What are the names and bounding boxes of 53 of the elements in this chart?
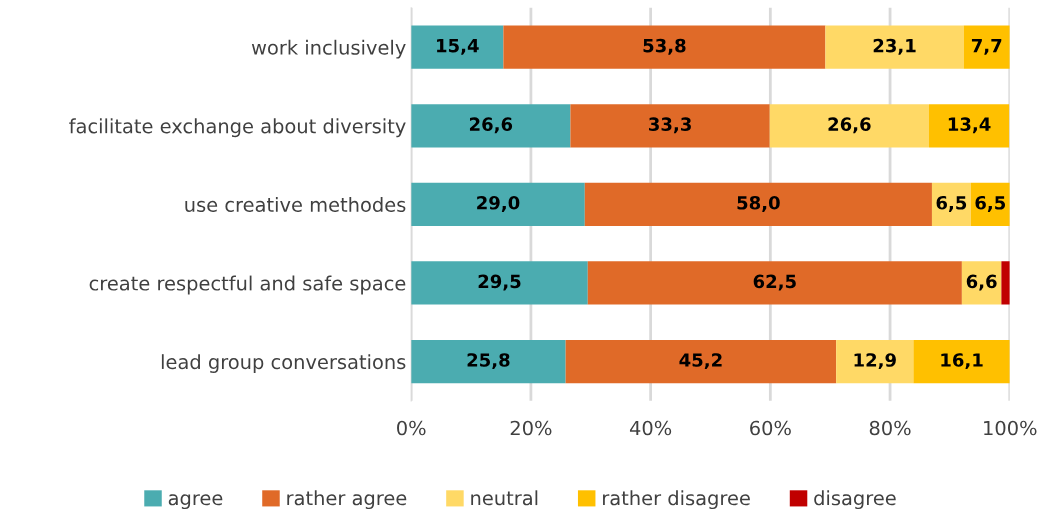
data-label: 13,4: [948, 117, 991, 134]
legend-label: rather agree: [287, 490, 407, 510]
legend-label: neutral: [471, 490, 538, 506]
y-tick-label: work inclusively: [251, 39, 406, 59]
legend-label: agree: [168, 494, 223, 510]
legend-label: disagree: [814, 490, 896, 510]
x-tick-label: 0%: [397, 420, 426, 436]
bar: [1001, 261, 1010, 305]
data-label: 12,9: [854, 353, 896, 370]
bar: [961, 261, 1002, 305]
x-tick-label: 40%: [629, 420, 672, 436]
bar: [836, 339, 914, 384]
y-tick-label: use creative methodes: [185, 196, 406, 213]
data-label: 6,6: [966, 274, 997, 291]
bar: [503, 25, 826, 69]
data-label: 16,1: [941, 353, 983, 370]
x-tick-label: 60%: [750, 420, 791, 436]
bar: [584, 182, 932, 226]
data-label: 7,7: [971, 38, 1002, 55]
bar: [570, 104, 770, 148]
data-label: 33,3: [649, 117, 691, 134]
data-label: 6,5: [936, 195, 967, 212]
bar: [963, 25, 1010, 69]
legend-label: rather disagree: [603, 490, 750, 510]
y-tick-label: lead group conversations: [161, 354, 406, 373]
bar: [411, 25, 504, 69]
bar: [769, 104, 929, 148]
bar: [565, 339, 837, 384]
bar: [587, 261, 962, 305]
bar: [913, 339, 1010, 384]
data-label: 62,5: [753, 274, 796, 291]
data-label: 58,0: [737, 195, 780, 212]
data-label: 6,5: [975, 195, 1006, 212]
data-label: 26,6: [469, 117, 513, 134]
y-tick-label: facilitate exchange about diversity: [69, 118, 406, 138]
data-label: 53,8: [643, 38, 686, 55]
y-tick-label: create respectful and safe space: [89, 275, 406, 295]
data-label: 25,8: [467, 353, 510, 370]
data-label: 15,4: [437, 38, 479, 55]
data-label: 26,6: [828, 117, 871, 134]
bar: [411, 104, 571, 148]
data-label: 23,1: [873, 38, 916, 55]
data-label: 45,2: [679, 353, 722, 370]
x-tick-label: 20%: [510, 420, 552, 436]
data-label: 29,0: [477, 195, 520, 212]
bar: [928, 104, 1010, 148]
x-tick-label: 80%: [869, 420, 911, 436]
data-label: 29,5: [478, 274, 521, 291]
bar: [825, 25, 964, 69]
bar: [411, 261, 588, 305]
x-tick-label: 100%: [984, 420, 1037, 436]
bar: [411, 339, 566, 384]
bar: [411, 182, 585, 226]
